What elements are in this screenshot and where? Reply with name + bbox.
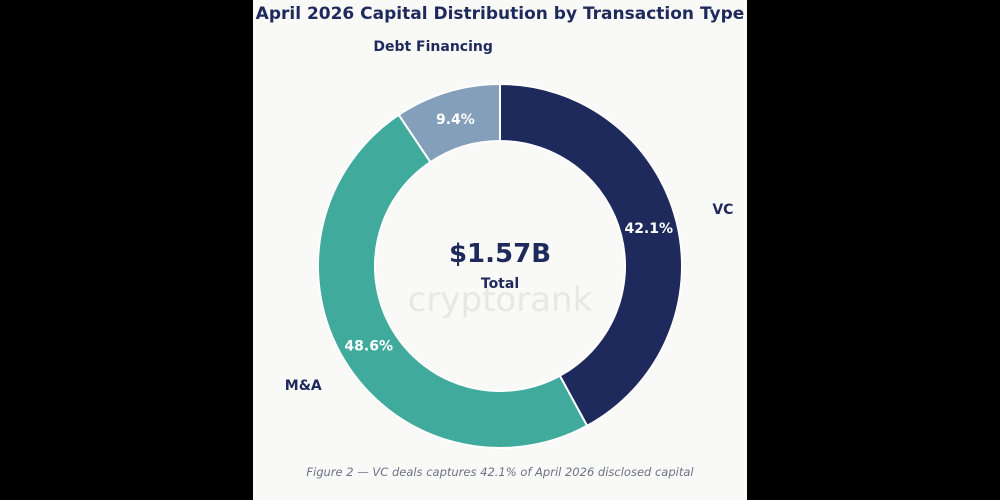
value-label-debt-financing: 9.4%	[436, 112, 475, 128]
category-label-m-a: M&A	[285, 378, 322, 394]
category-label-debt-financing: Debt Financing	[373, 39, 493, 55]
category-label-vc: VC	[712, 202, 733, 218]
slice-debt-financing	[397, 82, 501, 164]
slice-vc	[499, 82, 683, 428]
chart-title: April 2026 Capital Distribution by Trans…	[255, 4, 745, 24]
watermark: cryptorank	[408, 280, 593, 320]
center-total-label: Total	[481, 276, 519, 292]
slice-m-a	[317, 113, 589, 449]
figure-caption: Figure 2 — VC deals captures 42.1% of Ap…	[306, 465, 694, 479]
center-total-value: $1.57B	[449, 239, 551, 269]
value-label-m-a: 48.6%	[344, 339, 393, 355]
value-label-vc: 42.1%	[624, 221, 673, 237]
